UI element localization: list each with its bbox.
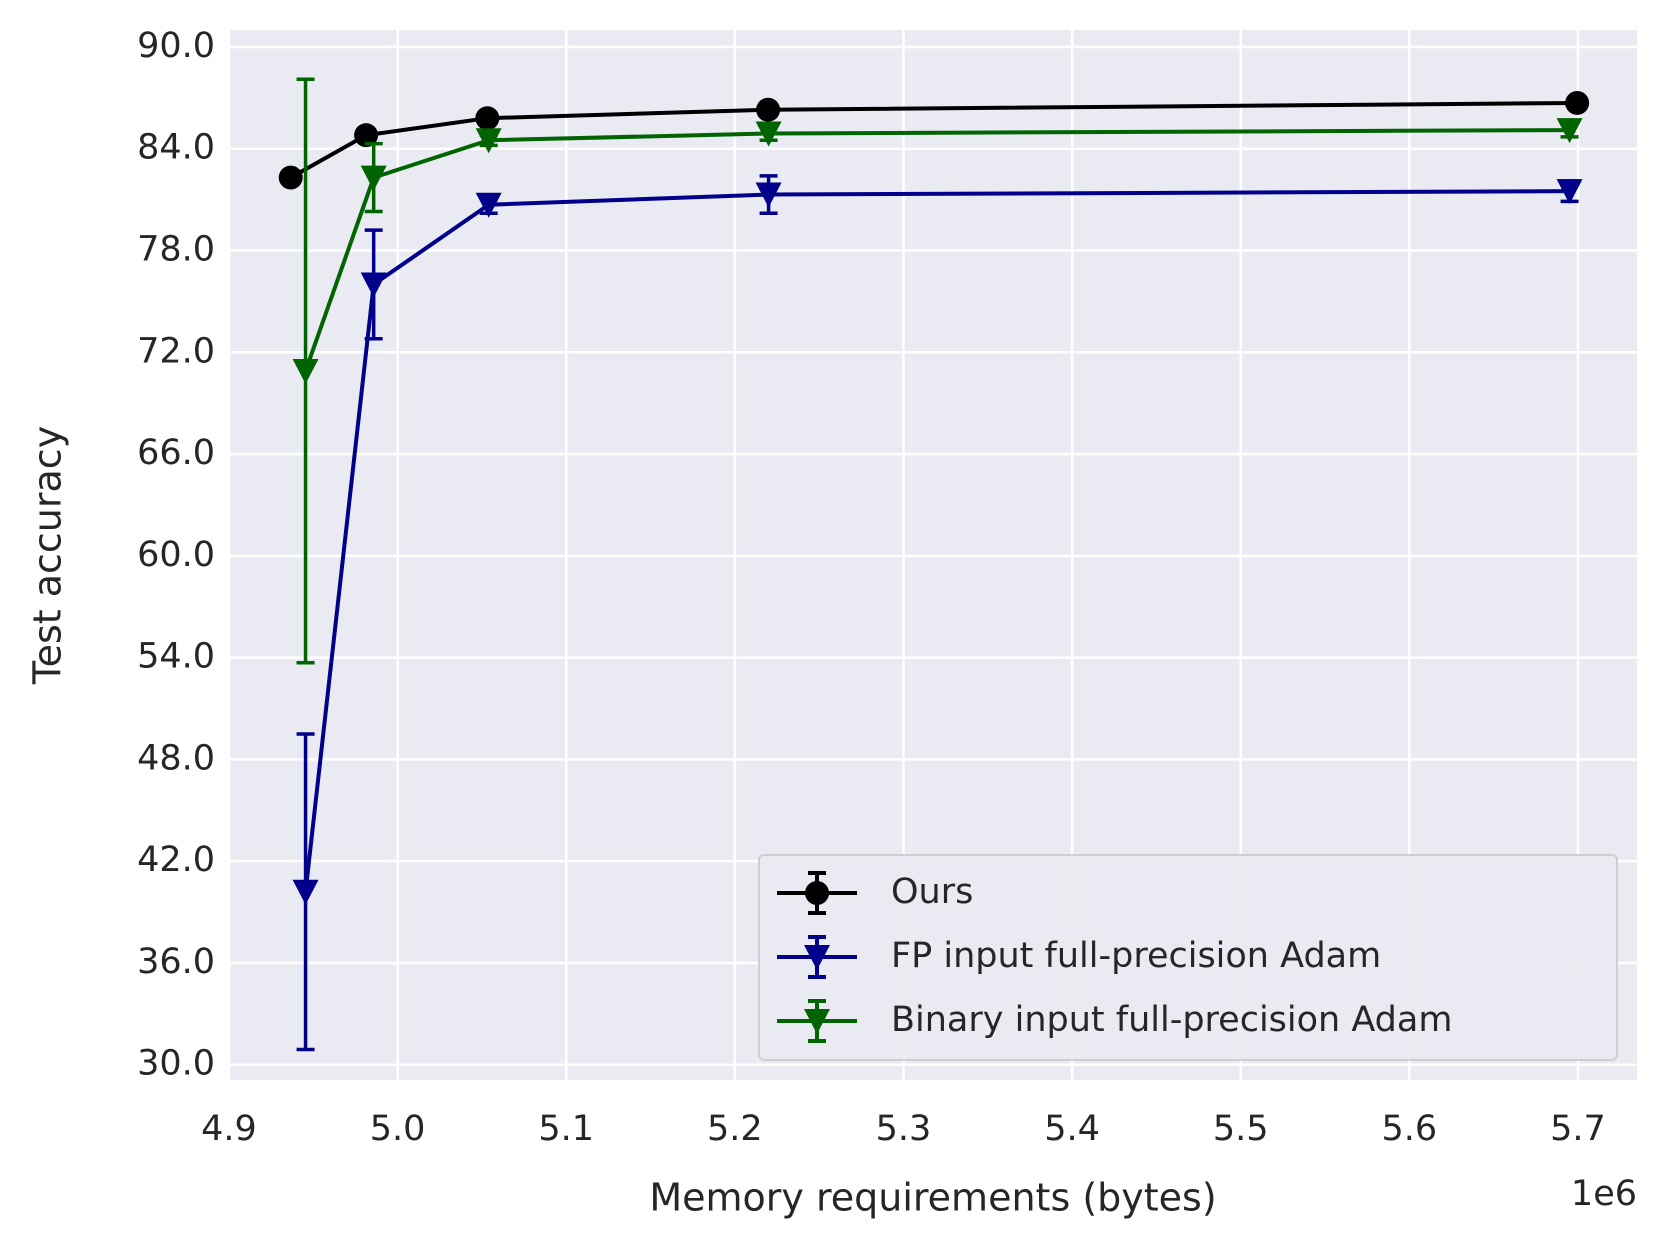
y-tick-label: 30.0 xyxy=(137,1044,215,1084)
y-tick-label: 78.0 xyxy=(137,230,215,270)
data-point xyxy=(475,128,502,154)
legend-label: FP input full-precision Adam xyxy=(891,936,1381,976)
legend-marker xyxy=(805,881,829,905)
y-tick-label: 42.0 xyxy=(137,840,215,880)
data-point xyxy=(756,97,781,122)
data-point xyxy=(292,879,319,905)
y-tick-label: 60.0 xyxy=(137,535,215,575)
data-point xyxy=(360,165,387,191)
y-axis-label: Test accuracy xyxy=(26,426,70,685)
data-point xyxy=(475,192,502,218)
legend-label: Ours xyxy=(891,872,973,912)
y-tick-label: 90.0 xyxy=(137,26,215,66)
y-tick-label: 84.0 xyxy=(137,128,215,168)
x-tick-label: 5.0 xyxy=(370,1109,426,1149)
x-tick-label: 5.7 xyxy=(1550,1109,1606,1149)
legend-label: Binary input full-precision Adam xyxy=(891,1000,1452,1040)
y-tick-label: 36.0 xyxy=(137,942,215,982)
y-tick-label: 66.0 xyxy=(137,433,215,473)
data-point xyxy=(1556,179,1583,205)
x-tick-label: 5.1 xyxy=(538,1109,594,1149)
x-tick-label: 4.9 xyxy=(201,1109,257,1149)
y-tick-label: 72.0 xyxy=(137,331,215,371)
x-tick-label: 5.6 xyxy=(1382,1109,1438,1149)
data-point xyxy=(1556,118,1583,144)
x-tick-label: 5.2 xyxy=(707,1109,763,1149)
x-tick-label: 5.5 xyxy=(1213,1109,1269,1149)
data-point xyxy=(354,123,379,148)
x-tick-label: 5.3 xyxy=(876,1109,932,1149)
data-point xyxy=(292,358,319,384)
legend-box xyxy=(758,854,1618,1061)
x-axis-label: Memory requirements (bytes) xyxy=(649,1176,1216,1220)
data-point xyxy=(278,165,303,190)
data-point xyxy=(755,121,782,147)
data-point xyxy=(755,182,782,208)
data-point xyxy=(475,106,500,131)
data-point xyxy=(1565,90,1590,115)
x-offset-label: 1e6 xyxy=(1571,1174,1637,1214)
legend-marker xyxy=(804,1009,830,1034)
data-point xyxy=(360,272,387,298)
y-tick-label: 48.0 xyxy=(137,738,215,778)
x-tick-label: 5.4 xyxy=(1044,1109,1100,1149)
legend-marker xyxy=(804,945,830,970)
y-tick-label: 54.0 xyxy=(137,637,215,677)
